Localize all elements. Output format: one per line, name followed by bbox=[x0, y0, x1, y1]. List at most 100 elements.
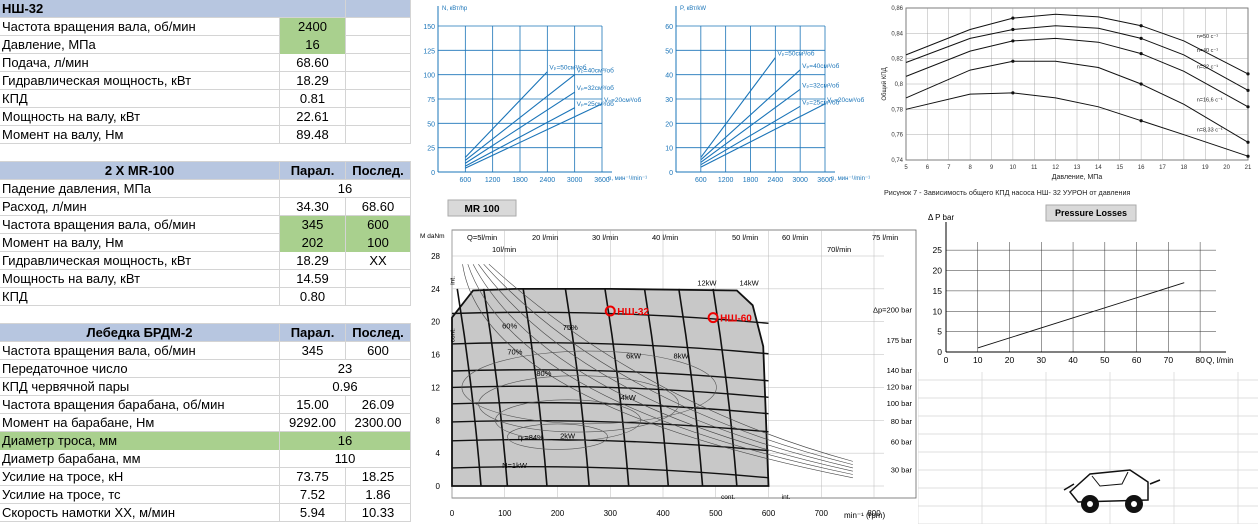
row-label[interactable]: Гидравлическая мощность, кВт bbox=[0, 72, 280, 90]
empty-cell[interactable] bbox=[346, 0, 411, 18]
row-value-serial[interactable]: 600 bbox=[346, 216, 411, 234]
row-label[interactable]: КПД bbox=[0, 288, 280, 306]
nsh32-title[interactable]: НШ-32 bbox=[0, 0, 346, 18]
row-value-serial[interactable]: 600 bbox=[346, 342, 411, 360]
row-value[interactable]: 2400 bbox=[280, 18, 346, 36]
row-label[interactable]: Момент на барабане, Нм bbox=[0, 414, 280, 432]
row-label[interactable]: Усилие на тросе, кН bbox=[0, 468, 280, 486]
flow-label: 60 l/min bbox=[782, 233, 808, 242]
empty-cell[interactable] bbox=[346, 126, 411, 144]
row-value-parallel[interactable]: 0.80 bbox=[280, 288, 346, 306]
x-axis-label: n, мин⁻¹/min⁻¹ bbox=[608, 176, 647, 182]
row-value-parallel[interactable]: 73.75 bbox=[280, 468, 346, 486]
row-value-serial[interactable] bbox=[346, 288, 411, 306]
pressure-label: 30 bar bbox=[891, 466, 913, 475]
mr100-header-row: 2 X MR-100 Парал. Послед. bbox=[0, 162, 411, 180]
mr100-col-serial[interactable]: Послед. bbox=[346, 162, 411, 180]
row-value[interactable]: 16 bbox=[280, 432, 411, 450]
row-value-parallel[interactable]: 34.30 bbox=[280, 198, 346, 216]
row-value-serial[interactable]: 2300.00 bbox=[346, 414, 411, 432]
y-tick-label: 0,84 bbox=[891, 31, 903, 37]
row-label[interactable]: Гидравлическая мощность, кВт bbox=[0, 252, 280, 270]
row-label[interactable]: Усилие на тросе, тс bbox=[0, 486, 280, 504]
x-tick-label: 3600 bbox=[594, 177, 610, 184]
row-value-parallel[interactable]: 14.59 bbox=[280, 270, 346, 288]
row-label[interactable]: Передаточное число bbox=[0, 360, 280, 378]
winch-title[interactable]: Лебедка БРДМ-2 bbox=[0, 324, 280, 342]
row-label[interactable]: Мощность на валу, кВт bbox=[0, 108, 280, 126]
row-label[interactable]: Частота вращения вала, об/мин bbox=[0, 216, 280, 234]
row-value-serial[interactable]: XX bbox=[346, 252, 411, 270]
row-value-serial[interactable]: 68.60 bbox=[346, 198, 411, 216]
empty-cell[interactable] bbox=[346, 54, 411, 72]
row-value-parallel[interactable]: 345 bbox=[280, 342, 346, 360]
empty-cell[interactable] bbox=[346, 72, 411, 90]
row-label[interactable]: Подача, л/мин bbox=[0, 54, 280, 72]
row-value-parallel[interactable]: 7.52 bbox=[280, 486, 346, 504]
empty-cell[interactable] bbox=[346, 90, 411, 108]
row-label[interactable]: Диаметр барабана, мм bbox=[0, 450, 280, 468]
power-curve bbox=[462, 264, 853, 479]
row-value-serial[interactable]: 26.09 bbox=[346, 396, 411, 414]
nsh32-header-row: НШ-32 bbox=[0, 0, 411, 18]
pressure-label: 80 bar bbox=[891, 417, 913, 426]
row-value-parallel[interactable]: 18.29 bbox=[280, 252, 346, 270]
row-value[interactable]: 110 bbox=[280, 450, 411, 468]
x-tick-label: 6 bbox=[926, 165, 930, 171]
row-label[interactable]: Скорость намотки ХХ, м/мин bbox=[0, 504, 280, 522]
row-label[interactable]: КПД червячной пары bbox=[0, 378, 280, 396]
row-value[interactable]: 16 bbox=[280, 36, 346, 54]
row-value-serial[interactable]: 18.25 bbox=[346, 468, 411, 486]
row-value-parallel[interactable]: 345 bbox=[280, 216, 346, 234]
row-label[interactable]: Частота вращения вала, об/мин bbox=[0, 18, 280, 36]
row-label[interactable]: КПД bbox=[0, 90, 280, 108]
row-value[interactable]: 18.29 bbox=[280, 72, 346, 90]
row-label[interactable]: Давление, МПа bbox=[0, 36, 280, 54]
row-value-serial[interactable] bbox=[346, 270, 411, 288]
row-value-serial[interactable]: 100 bbox=[346, 234, 411, 252]
row-label[interactable]: Момент на валу, Нм bbox=[0, 126, 280, 144]
row-label[interactable]: Мощность на валу, кВт bbox=[0, 270, 280, 288]
pump-torque-chart-panel: 0 10 20 30 40 50 60 600 1200 1800 2400 3000 3600 P, к… bbox=[650, 0, 876, 196]
row-value[interactable]: 0.81 bbox=[280, 90, 346, 108]
power-curve bbox=[478, 264, 853, 469]
data-point bbox=[1011, 59, 1015, 63]
winch-col-serial[interactable]: Послед. bbox=[346, 324, 411, 342]
series-line bbox=[700, 105, 801, 166]
curve-label: n=40 c⁻¹ bbox=[1197, 48, 1219, 54]
row-value[interactable]: 22.61 bbox=[280, 108, 346, 126]
row-value[interactable]: 68.60 bbox=[280, 54, 346, 72]
empty-cell[interactable] bbox=[346, 108, 411, 126]
row-label[interactable]: Частота вращения вала, об/мин bbox=[0, 342, 280, 360]
row-label[interactable]: Момент на валу, Нм bbox=[0, 234, 280, 252]
row-value[interactable]: 23 bbox=[280, 360, 411, 378]
series-line bbox=[464, 74, 576, 161]
row-value[interactable]: 89.48 bbox=[280, 126, 346, 144]
empty-cell[interactable] bbox=[346, 18, 411, 36]
empty-cell[interactable] bbox=[346, 36, 411, 54]
mr100-title[interactable]: 2 X MR-100 bbox=[0, 162, 280, 180]
x-tick-label: 12 bbox=[1052, 165, 1059, 171]
row-value-serial[interactable]: 1.86 bbox=[346, 486, 411, 504]
data-point bbox=[1246, 154, 1250, 158]
power-label: 12kW bbox=[697, 279, 717, 288]
pressure-curve bbox=[451, 369, 769, 382]
winch-col-parallel[interactable]: Парал. bbox=[280, 324, 346, 342]
row-value-parallel[interactable]: 202 bbox=[280, 234, 346, 252]
nsh32-row: Давление, МПа 16 bbox=[0, 36, 411, 54]
mr100-col-parallel[interactable]: Парал. bbox=[280, 162, 346, 180]
x-tick-label: 800 bbox=[867, 509, 881, 518]
row-value-parallel[interactable]: 15.00 bbox=[280, 396, 346, 414]
row-value[interactable]: 16 bbox=[280, 180, 411, 198]
row-value-parallel[interactable]: 9292.00 bbox=[280, 414, 346, 432]
series-label: Vₚ=20см³/об bbox=[827, 96, 864, 104]
row-label[interactable]: Расход, л/мин bbox=[0, 198, 280, 216]
row-value-parallel[interactable]: 5.94 bbox=[280, 504, 346, 522]
row-label[interactable]: Падение давления, МПа bbox=[0, 180, 280, 198]
x-tick-label: 30 bbox=[1037, 355, 1047, 365]
row-value-serial[interactable]: 10.33 bbox=[346, 504, 411, 522]
row-label[interactable]: Диаметр троса, мм bbox=[0, 432, 280, 450]
row-value[interactable]: 0.96 bbox=[280, 378, 411, 396]
truck-logo-part bbox=[1091, 471, 1129, 487]
row-label[interactable]: Частота вращения барабана, об/мин bbox=[0, 396, 280, 414]
